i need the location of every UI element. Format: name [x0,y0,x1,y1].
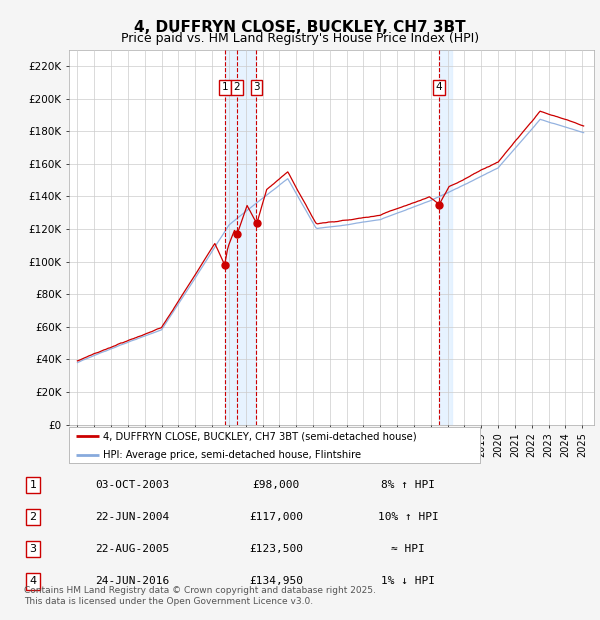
Text: 22-JUN-2004: 22-JUN-2004 [95,512,169,522]
Text: 4, DUFFRYN CLOSE, BUCKLEY, CH7 3BT: 4, DUFFRYN CLOSE, BUCKLEY, CH7 3BT [134,20,466,35]
Text: 3: 3 [253,82,260,92]
Text: 3: 3 [29,544,37,554]
Text: ≈ HPI: ≈ HPI [391,544,425,554]
Text: 8% ↑ HPI: 8% ↑ HPI [381,480,435,490]
Text: 4: 4 [436,82,442,92]
Text: 1: 1 [221,82,228,92]
Text: £117,000: £117,000 [249,512,303,522]
Text: 2: 2 [233,82,240,92]
Text: 4: 4 [29,576,37,587]
Text: 22-AUG-2005: 22-AUG-2005 [95,544,169,554]
Text: 1% ↓ HPI: 1% ↓ HPI [381,576,435,587]
Text: 4, DUFFRYN CLOSE, BUCKLEY, CH7 3BT (semi-detached house): 4, DUFFRYN CLOSE, BUCKLEY, CH7 3BT (semi… [103,432,416,441]
Text: Price paid vs. HM Land Registry's House Price Index (HPI): Price paid vs. HM Land Registry's House … [121,32,479,45]
Text: £123,500: £123,500 [249,544,303,554]
Text: 10% ↑ HPI: 10% ↑ HPI [377,512,439,522]
Text: 24-JUN-2016: 24-JUN-2016 [95,576,169,587]
Text: £98,000: £98,000 [253,480,299,490]
Text: 1: 1 [29,480,37,490]
Text: 2: 2 [29,512,37,522]
Text: Contains HM Land Registry data © Crown copyright and database right 2025.
This d: Contains HM Land Registry data © Crown c… [24,585,376,606]
Text: 03-OCT-2003: 03-OCT-2003 [95,480,169,490]
Text: £134,950: £134,950 [249,576,303,587]
Bar [439,50,452,425]
Text: HPI: Average price, semi-detached house, Flintshire: HPI: Average price, semi-detached house,… [103,450,361,459]
Bar [224,50,256,425]
